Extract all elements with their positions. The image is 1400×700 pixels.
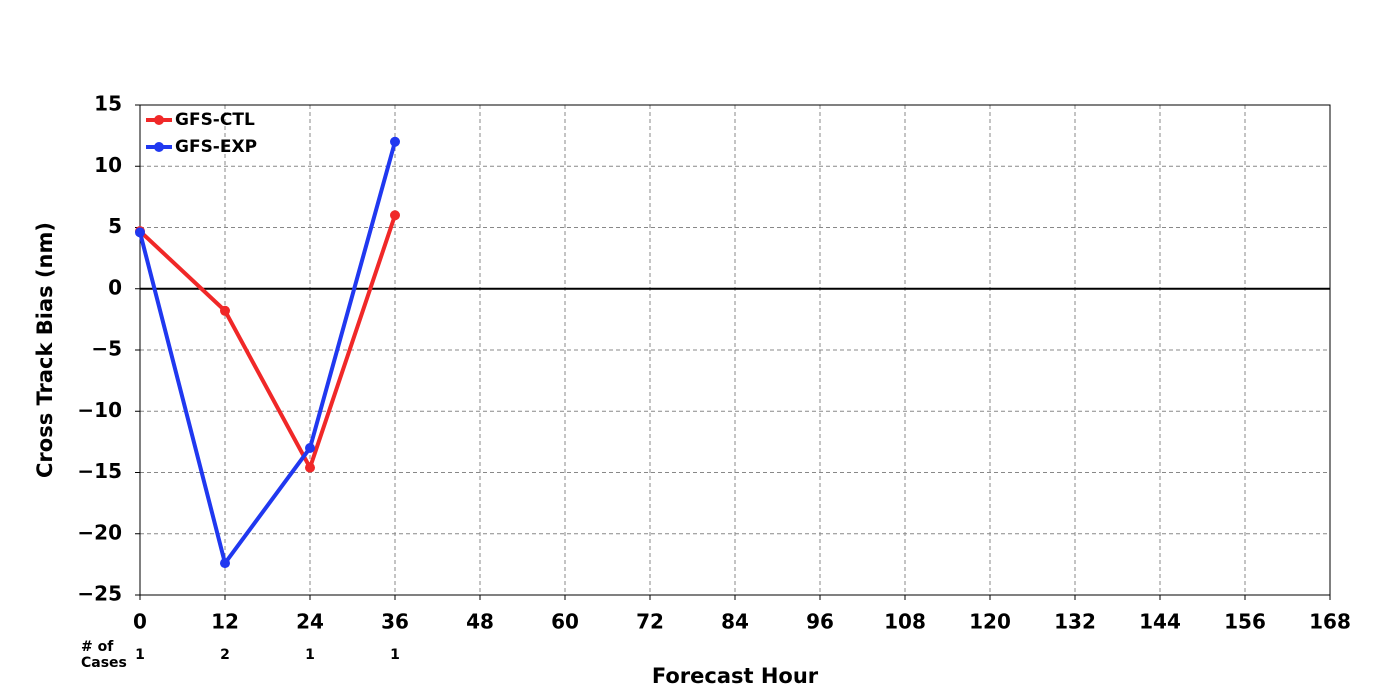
data-point	[305, 462, 315, 473]
x-tick-label: 156	[1224, 610, 1266, 634]
y-tick-label: −15	[77, 459, 122, 483]
x-tick-label: 132	[1054, 610, 1096, 634]
legend-label: GFS-EXP	[175, 137, 257, 157]
cases-count: 2	[220, 647, 230, 663]
y-tick-label: −20	[77, 520, 122, 544]
x-tick-label: 108	[884, 610, 926, 634]
legend-marker	[154, 115, 164, 125]
x-tick-label: 0	[133, 610, 147, 634]
cases-count: 1	[390, 647, 400, 663]
y-tick-label: 10	[94, 153, 122, 177]
data-point	[220, 558, 230, 569]
y-tick-label: 0	[108, 275, 122, 299]
series-line	[138, 214, 397, 473]
cases-count: 1	[135, 647, 145, 663]
legend-marker	[154, 142, 164, 152]
x-tick-label: 72	[636, 610, 664, 634]
x-tick-label: 120	[969, 610, 1011, 634]
x-tick-label: 48	[466, 610, 494, 634]
data-point	[135, 227, 145, 238]
y-tick-label: 5	[108, 214, 122, 238]
y-tick-label: −25	[77, 582, 122, 606]
x-tick-label: 168	[1309, 610, 1351, 634]
data-point	[390, 136, 400, 147]
y-tick-label: 15	[94, 92, 122, 116]
x-tick-label: 144	[1139, 610, 1181, 634]
cases-label: # of	[81, 639, 114, 655]
series-line	[138, 141, 397, 568]
x-axis-title: Forecast Hour	[652, 664, 819, 688]
legend-label: GFS-CTL	[175, 110, 255, 130]
y-axis-title: Cross Track Bias (nm)	[33, 222, 57, 478]
data-point	[305, 443, 315, 453]
x-tick-label: 24	[296, 610, 324, 634]
x-tick-label: 12	[211, 610, 239, 634]
x-tick-label: 84	[721, 610, 749, 634]
data-point	[390, 210, 400, 221]
plot-frame	[139, 104, 1331, 596]
y-tick-label: −5	[91, 337, 122, 361]
y-tick-label: −10	[77, 398, 122, 422]
cases-count: 1	[305, 647, 315, 663]
data-point	[220, 305, 230, 316]
x-tick-label: 96	[806, 610, 834, 634]
cases-label: Cases	[81, 655, 127, 671]
x-tick-label: 36	[381, 610, 409, 634]
x-tick-label: 60	[551, 610, 579, 634]
